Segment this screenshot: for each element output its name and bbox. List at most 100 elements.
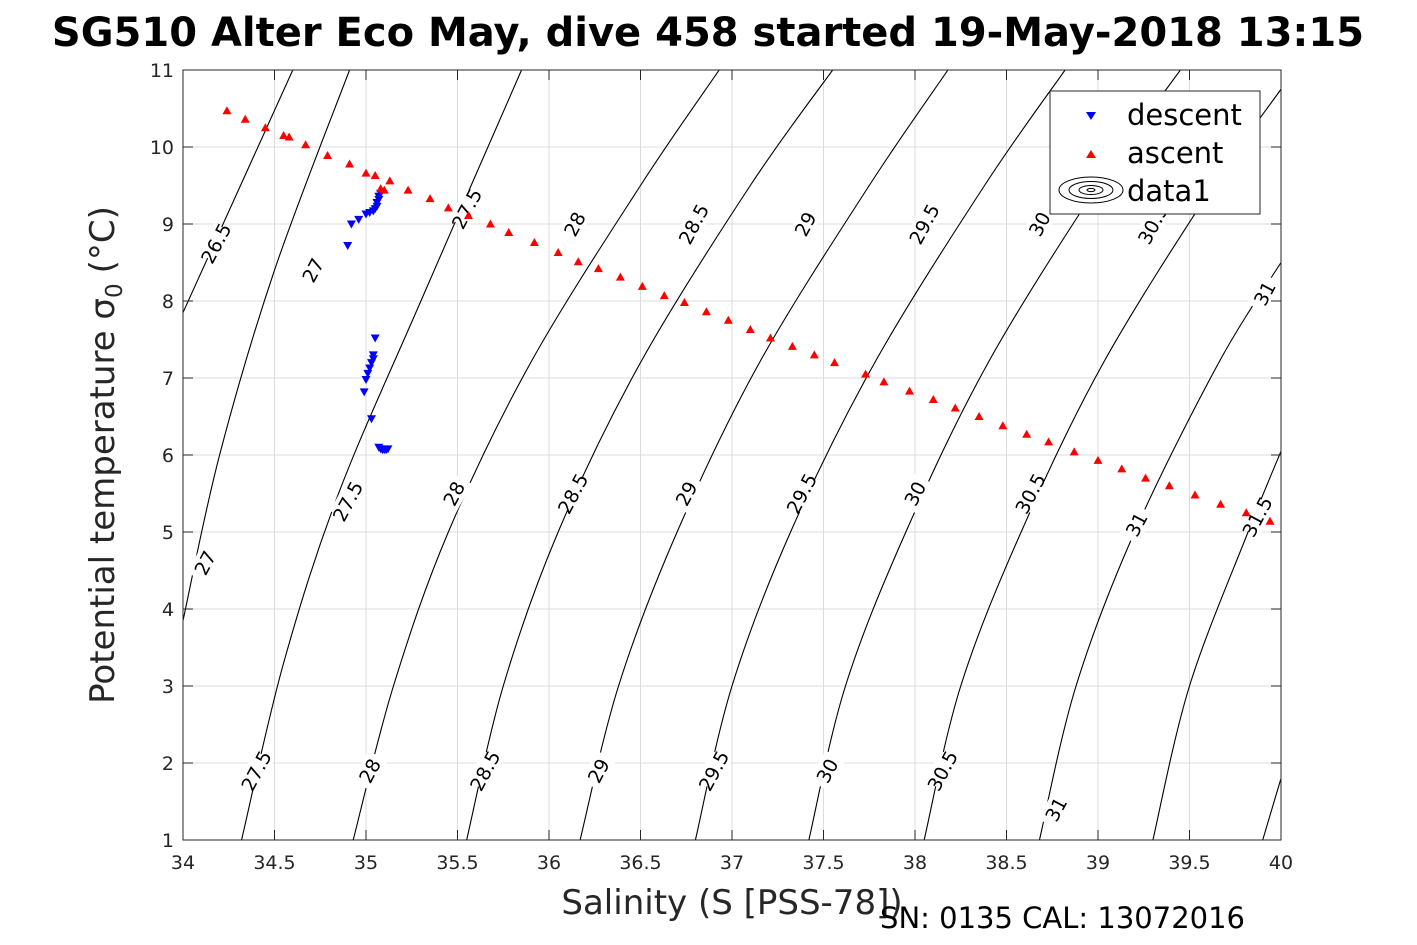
contour-label-background <box>436 473 472 514</box>
y-tick-label: 4 <box>162 599 174 621</box>
contour-line-28-5 <box>466 70 834 840</box>
ascent-point <box>765 333 775 342</box>
descent-point <box>354 215 364 224</box>
contour-label-background <box>555 473 591 514</box>
y-tick-label: 9 <box>162 214 174 236</box>
contour-label-background <box>787 203 823 245</box>
descent-point <box>346 220 356 229</box>
x-tick-label: 34.5 <box>253 852 295 874</box>
x-tick-label: 36 <box>537 852 561 874</box>
ascent-point <box>998 421 1008 430</box>
y-axis-label-subscript: 0 <box>102 283 128 298</box>
y-axis-label-main: Potential temperature σ <box>83 298 123 704</box>
ascent-point <box>615 272 625 281</box>
contour-label-background <box>448 188 485 229</box>
ascent-point <box>504 227 514 236</box>
contour-line-26-5 <box>183 70 294 313</box>
ascent-point <box>905 386 915 395</box>
x-tick-label: 40 <box>1269 852 1293 874</box>
contour-label-background <box>1239 496 1275 537</box>
ascent-point <box>443 203 453 212</box>
ascent-point <box>723 315 733 324</box>
ascent-point <box>485 219 495 228</box>
ascent-point <box>279 130 289 139</box>
x-tick-label: 34 <box>171 852 195 874</box>
y-tick-label: 8 <box>162 291 174 313</box>
descent-point <box>366 415 376 424</box>
contour-label-background <box>1021 203 1058 245</box>
ascent-point <box>701 307 711 316</box>
y-tick-label: 10 <box>150 137 174 159</box>
y-tick-label: 5 <box>162 522 174 544</box>
x-axis-label: Salinity (S [PSS-78]) <box>561 883 902 923</box>
ascent-point <box>1022 429 1032 438</box>
ascent-point <box>1190 490 1200 499</box>
ascent-point <box>301 140 311 149</box>
contour-label-background <box>351 750 388 791</box>
legend-data1-label: data1 <box>1127 174 1211 208</box>
legend-descent-label: descent <box>1127 98 1242 132</box>
y-tick-label: 6 <box>162 445 174 467</box>
legend-ascent-marker <box>1086 150 1096 158</box>
contour-label-background <box>198 223 234 264</box>
ascent-point <box>370 170 380 179</box>
contour-label-background <box>924 750 961 791</box>
ascent-point <box>1069 447 1079 456</box>
ascent-point <box>240 114 250 123</box>
ascent-point <box>403 185 413 194</box>
ascent-point <box>787 341 797 350</box>
x-tick-label: 37 <box>720 852 744 874</box>
footer-serial-text: SN: 0135 CAL: 13072016 <box>880 901 1245 935</box>
series-descent <box>343 189 393 455</box>
y-axis-ticks: 1 2 3 4 5 6 7 8 9 10 11 <box>150 60 1281 852</box>
ascent-point <box>463 211 473 220</box>
x-tick-label: 38.5 <box>985 852 1027 874</box>
x-tick-label: 36.5 <box>619 852 661 874</box>
ascent-point <box>879 377 889 386</box>
ascent-point <box>809 350 819 359</box>
contour-labels: 26.5272727.527.527.528282828.528.528.529… <box>187 185 1283 830</box>
ascent-point <box>260 123 270 132</box>
contour-line-32 <box>1262 778 1281 840</box>
ascent-point <box>1265 516 1275 525</box>
x-tick-label: 38 <box>903 852 927 874</box>
ascent-point <box>679 298 689 307</box>
x-tick-label: 35.5 <box>436 852 478 874</box>
ascent-point <box>1216 499 1226 508</box>
y-tick-label: 2 <box>162 753 174 775</box>
descent-point <box>366 359 376 368</box>
descent-point <box>365 364 375 373</box>
descent-point <box>361 376 371 385</box>
contour-label-background <box>897 473 933 514</box>
contour-line-31-5 <box>1152 450 1281 840</box>
contour-line-27 <box>183 70 351 621</box>
contour-label-background <box>696 750 732 791</box>
ascent-point <box>1141 473 1151 482</box>
contour-line-29 <box>579 70 949 840</box>
legend: descent ascent data1 <box>1049 90 1261 215</box>
ascent-point <box>659 291 669 300</box>
y-tick-label: 11 <box>150 60 174 82</box>
contour-label-background <box>675 203 712 245</box>
contour-label-background <box>1118 504 1155 545</box>
ascent-point <box>284 132 294 141</box>
y-axis-label: Potential temperature σ0 (°C) <box>83 206 128 704</box>
x-axis-ticks: 34 34.5 35 35.5 36 36.5 37 37.5 38 38.5 39 39.5 40 <box>171 70 1293 874</box>
contour-label-background <box>467 750 503 791</box>
contour-label-background <box>187 542 223 583</box>
descent-point <box>383 445 393 454</box>
contour-label-background <box>556 203 593 245</box>
ascent-point <box>222 106 232 115</box>
ascent-point <box>345 159 355 168</box>
contour-label-background <box>906 203 942 245</box>
contour-label-background <box>783 473 820 514</box>
ascent-point <box>861 369 871 378</box>
legend-descent-marker <box>1086 112 1096 120</box>
ascent-point <box>553 247 563 256</box>
contour-label-background <box>330 481 366 522</box>
contour-label-background <box>668 473 704 514</box>
x-tick-label: 35 <box>354 852 378 874</box>
y-tick-label: 3 <box>162 676 174 698</box>
ascent-point <box>637 281 647 290</box>
